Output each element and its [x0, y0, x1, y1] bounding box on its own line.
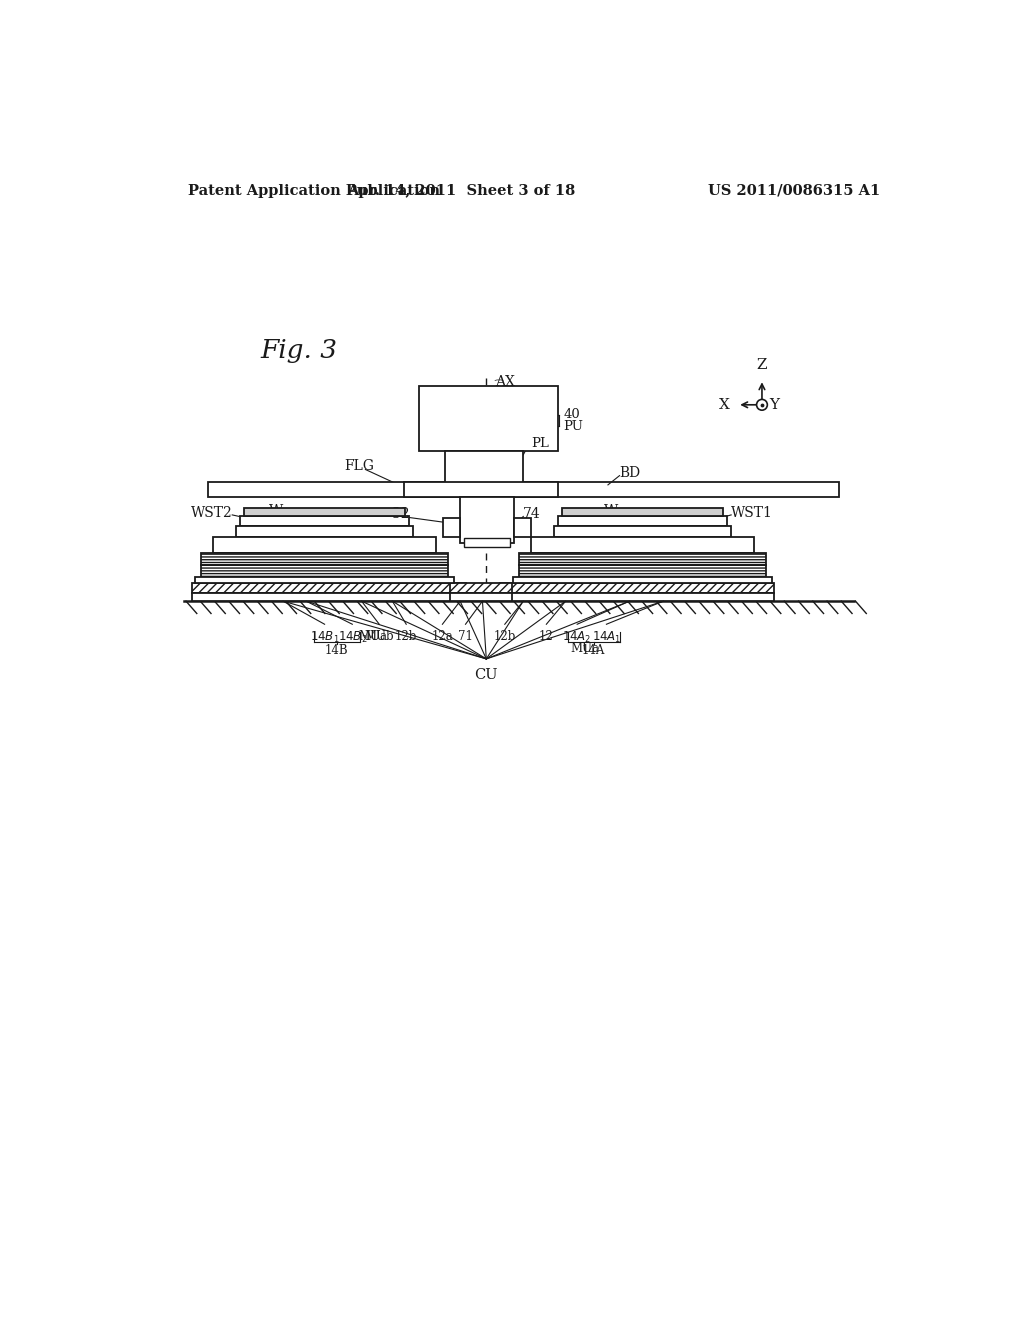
Text: PL: PL — [531, 437, 549, 450]
Bar — [464, 539, 510, 548]
Text: X: X — [719, 397, 730, 412]
Text: $14A_2$: $14A_2$ — [562, 630, 592, 644]
Bar — [451, 582, 512, 594]
Text: 40: 40 — [563, 408, 580, 421]
Text: 71: 71 — [458, 630, 473, 643]
Text: PU: PU — [563, 420, 584, 433]
Text: 32: 32 — [392, 507, 410, 521]
Text: MUa: MUa — [358, 630, 388, 643]
Text: WST1: WST1 — [731, 506, 773, 520]
Text: 14A: 14A — [582, 644, 605, 657]
Bar — [443, 517, 460, 537]
Circle shape — [757, 400, 767, 411]
Bar — [554, 527, 731, 537]
Bar — [202, 565, 447, 577]
Text: $14A_1$: $14A_1$ — [592, 630, 622, 644]
Bar — [419, 385, 558, 451]
Text: Z: Z — [757, 358, 767, 372]
Bar — [558, 516, 727, 527]
Text: $14B_1$: $14B_1$ — [310, 630, 339, 644]
Bar — [519, 553, 766, 565]
Text: 12b: 12b — [494, 630, 516, 643]
Text: $14B_2$: $14B_2$ — [338, 630, 367, 644]
Text: 12b: 12b — [395, 630, 418, 643]
Bar — [513, 577, 772, 583]
Bar — [460, 498, 514, 544]
Bar — [451, 594, 512, 601]
Text: BD: BD — [620, 466, 641, 479]
Text: MUa: MUa — [570, 642, 599, 655]
Text: CU: CU — [474, 668, 498, 682]
Text: FLG: FLG — [345, 459, 375, 474]
Bar — [208, 482, 839, 498]
Bar — [531, 537, 755, 553]
Bar — [444, 451, 523, 486]
Text: AX: AX — [496, 375, 515, 388]
Bar — [519, 565, 766, 577]
Text: 12a: 12a — [431, 630, 454, 643]
Bar — [193, 594, 466, 601]
Bar — [403, 482, 558, 498]
Text: MUb: MUb — [365, 630, 394, 643]
Text: 74: 74 — [523, 507, 541, 521]
Bar — [514, 517, 531, 537]
Text: 12: 12 — [539, 630, 554, 643]
Bar — [193, 582, 466, 594]
Text: WST2: WST2 — [190, 506, 232, 520]
Bar — [240, 516, 410, 527]
Bar — [213, 537, 436, 553]
Text: 14B: 14B — [325, 644, 349, 657]
Text: Fig. 3: Fig. 3 — [260, 338, 337, 363]
Text: Patent Application Publication: Patent Application Publication — [188, 183, 440, 198]
Text: W: W — [269, 504, 284, 517]
Text: Y: Y — [770, 397, 779, 412]
Bar — [244, 508, 406, 516]
Bar — [500, 594, 773, 601]
Bar — [202, 553, 447, 565]
Bar — [196, 577, 454, 583]
Bar — [237, 527, 413, 537]
Text: W: W — [604, 504, 618, 517]
Text: US 2011/0086315 A1: US 2011/0086315 A1 — [708, 183, 881, 198]
Bar — [500, 582, 773, 594]
Text: Apr. 14, 2011  Sheet 3 of 18: Apr. 14, 2011 Sheet 3 of 18 — [347, 183, 575, 198]
Bar — [562, 508, 724, 516]
